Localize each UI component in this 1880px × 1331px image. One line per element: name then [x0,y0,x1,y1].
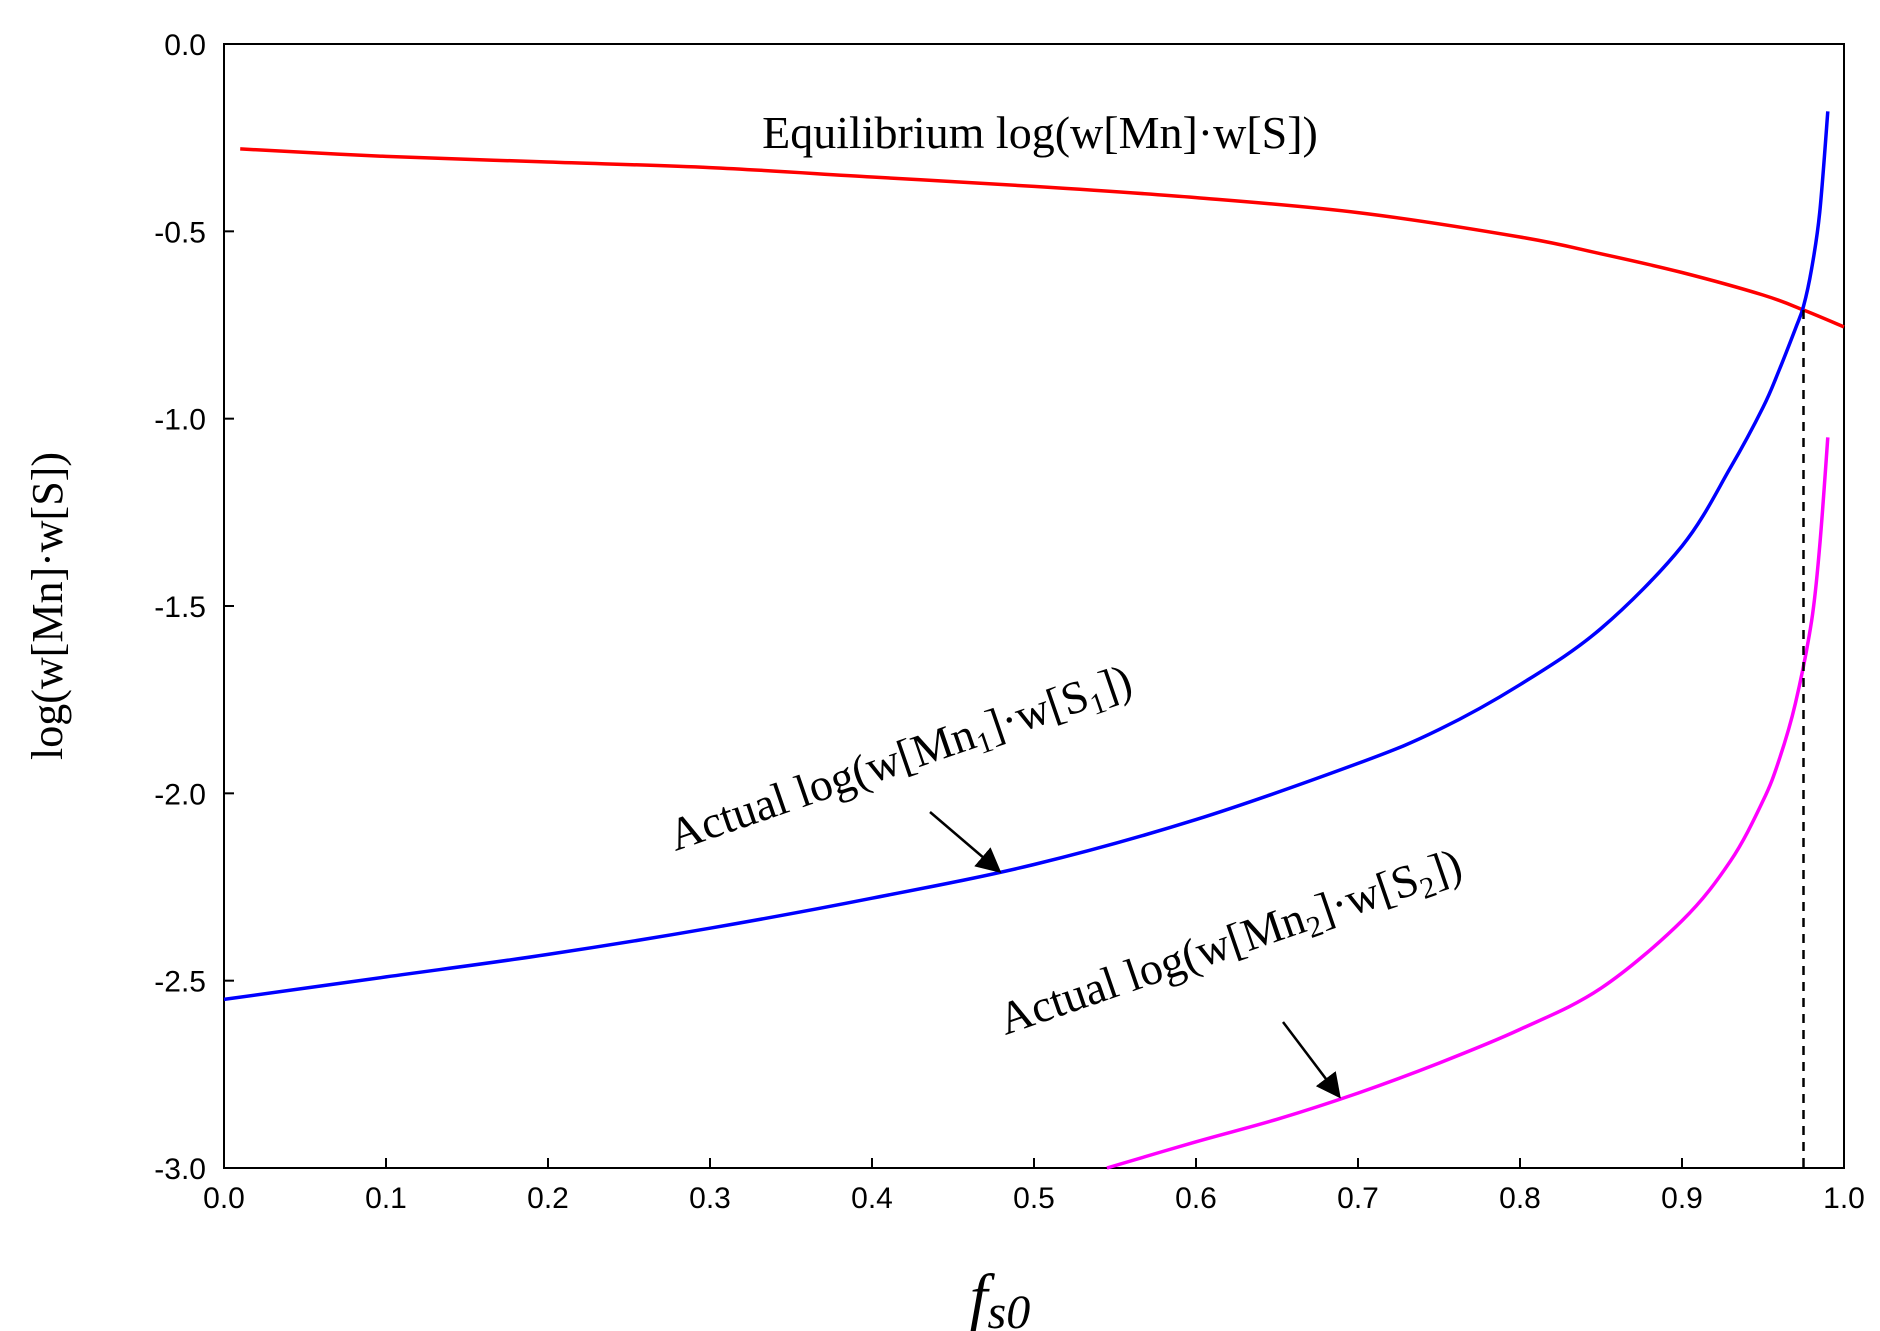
y-tick-label: -0.5 [154,216,206,249]
y-tick-label: -1.0 [154,404,206,437]
y-tick-label: -2.5 [154,966,206,999]
annotation-actual-2: Actual log(w[Mn2]·w[S2]) [992,838,1470,1049]
arrow-actual-1 [929,811,1002,874]
x-tick-label: 0.5 [1013,1182,1055,1215]
y-tick-label: -2.0 [154,778,206,811]
x-tick-label: 0.1 [365,1182,407,1215]
annotation-actual-2-text-mid: ]·w[S [1309,853,1425,935]
series-actual-1-line [223,111,1830,1002]
annotation-actual-2-text-pre: Actual log(w[Mn [992,892,1312,1045]
series-equilibrium-line [240,147,1845,329]
arrow-actual-2 [1282,1021,1341,1099]
x-axis-title-sub: s0 [988,1286,1031,1331]
x-tick-label: 0.2 [527,1182,569,1215]
x-tick-label: 0.8 [1499,1182,1541,1215]
annotation-actual-1: Actual log(w[Mn1]·w[S1]) [662,654,1140,865]
series-actual-2-line [1106,437,1830,1170]
x-tick-label: 0.0 [203,1182,245,1215]
x-tick-label: 0.7 [1337,1182,1379,1215]
x-tick-label: 0.3 [689,1182,731,1215]
y-tick-label: -3.0 [154,1153,206,1186]
x-tick-label: 1.0 [1823,1182,1865,1215]
y-tick-label: -1.5 [154,591,206,624]
annotation-actual-1-text-mid: ]·w[S [979,669,1095,751]
series-layer [223,111,1845,1170]
y-axis-title: log(w[Mn]·w[S]) [23,452,72,760]
x-tick-label: 0.4 [851,1182,893,1215]
x-axis-title: fs0 [970,1261,1030,1331]
x-tick-label: 0.6 [1175,1182,1217,1215]
annotation-actual-1-text-pre: Actual log(w[Mn [662,708,982,861]
x-tick-label: 0.9 [1661,1182,1703,1215]
annotation-layer: Equilibrium log(w[Mn]·w[S]) Actual log(w[… [662,107,1470,1099]
annotation-equilibrium: Equilibrium log(w[Mn]·w[S]) [762,107,1318,158]
x-axis-ticks: 0.0 0.1 0.2 0.3 0.4 0.5 0.6 0.7 0.8 0.9 1.0 [203,1158,1865,1215]
y-tick-label: 0.0 [164,29,206,62]
y-axis-ticks: 0.0 -0.5 -1.0 -1.5 -2.0 -2.5 -3.0 [154,29,234,1186]
